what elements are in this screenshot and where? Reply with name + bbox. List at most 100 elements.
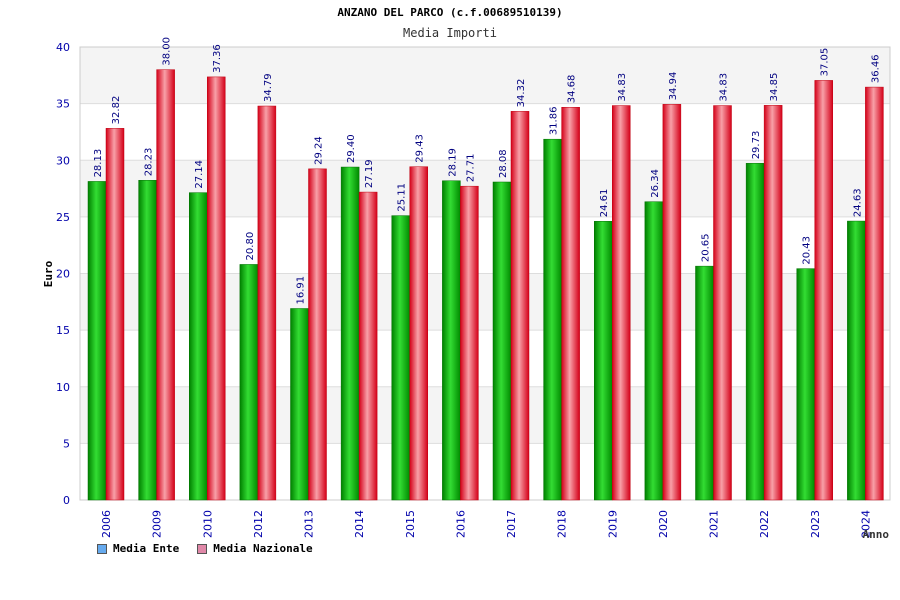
data-label: 27.14 (194, 160, 205, 189)
bar-media-nazionale (207, 76, 226, 501)
data-label: 27.19 (364, 159, 375, 188)
data-label: 20.80 (245, 232, 256, 261)
x-tick-label: 2020 (657, 510, 670, 538)
data-label: 27.71 (465, 154, 476, 183)
x-tick-label: 2018 (556, 510, 569, 538)
y-tick-label: 35 (56, 98, 70, 111)
data-label: 31.86 (549, 107, 560, 136)
y-tick-label: 30 (56, 154, 70, 167)
data-label: 34.79 (263, 73, 274, 102)
data-label: 28.08 (498, 149, 509, 178)
x-tick-label: 2012 (252, 510, 265, 538)
data-label: 34.83 (617, 73, 628, 102)
data-label: 28.19 (447, 148, 458, 177)
y-tick-label: 10 (56, 381, 70, 394)
x-tick-label: 2021 (708, 510, 721, 538)
x-tick-label: 2019 (606, 510, 619, 538)
bar-media-ente (442, 180, 461, 501)
bar-media-ente (189, 192, 208, 501)
data-label: 24.63 (852, 188, 863, 217)
data-label: 16.91 (296, 276, 307, 305)
x-tick-label: 2017 (505, 510, 518, 538)
data-label: 28.23 (144, 148, 155, 177)
bar-media-nazionale (763, 105, 783, 501)
y-axis-ticks: 0 5 10 15 20 25 30 35 40 (56, 41, 70, 507)
bar-media-ente (594, 221, 613, 501)
data-label: 34.32 (516, 79, 527, 108)
legend-label-media-nazionale: Media Nazionale (213, 542, 313, 555)
bar-media-ente (239, 264, 259, 501)
data-label: 28.13 (93, 149, 104, 178)
bar-media-ente (847, 220, 866, 501)
bar-media-nazionale (510, 111, 530, 501)
data-label: 26.34 (650, 169, 661, 198)
x-tick-label: 2006 (100, 510, 113, 538)
bar-media-ente (796, 268, 815, 501)
chart-title: ANZANO DEL PARCO (c.f.00689510139) (337, 6, 562, 19)
bar-media-nazionale (257, 105, 277, 501)
x-tick-label: 2023 (809, 510, 822, 538)
y-tick-label: 40 (56, 41, 70, 54)
x-tick-label: 2016 (454, 510, 467, 538)
x-axis-label: Anno (863, 528, 890, 541)
legend-item-media-nazionale: Media Nazionale (197, 542, 313, 555)
bar-media-nazionale (358, 191, 378, 501)
bar-media-nazionale (561, 106, 580, 501)
data-label: 29.40 (346, 134, 357, 163)
data-label: 24.61 (599, 189, 610, 218)
bar-media-ente (340, 166, 360, 501)
bar-media-ente (543, 138, 562, 501)
x-tick-label: 2022 (758, 510, 771, 538)
data-labels: 28.13 32.82 28.23 38.00 27.14 37.36 20.80 34.79… (93, 37, 881, 304)
data-label: 29.24 (314, 136, 325, 165)
y-tick-label: 5 (63, 437, 70, 450)
data-label: 34.83 (719, 73, 730, 102)
bar-media-nazionale (308, 168, 327, 501)
bar-media-ente (87, 181, 107, 501)
legend-label-media-ente: Media Ente (113, 542, 180, 555)
bar-media-nazionale (612, 105, 631, 501)
data-label: 29.43 (415, 134, 426, 163)
y-tick-label: 20 (56, 268, 70, 281)
data-label: 34.94 (668, 72, 679, 101)
data-label: 37.36 (212, 44, 223, 73)
chart-subtitle: Media Importi (403, 26, 497, 40)
x-tick-label: 2024 (859, 510, 872, 538)
y-tick-label: 0 (63, 494, 70, 507)
data-label: 29.73 (751, 131, 762, 160)
data-label: 34.68 (567, 75, 578, 104)
y-tick-label: 25 (56, 211, 70, 224)
y-axis-label: Euro (42, 260, 55, 287)
data-label: 36.46 (870, 54, 881, 83)
x-tick-label: 2010 (201, 510, 214, 538)
plot-frame (79, 46, 891, 501)
bar-media-nazionale (105, 128, 125, 501)
bar-media-nazionale (713, 105, 732, 501)
bar-media-ente (492, 181, 512, 501)
legend-swatch-media-ente (97, 543, 107, 554)
data-label: 20.43 (802, 236, 813, 265)
bar-media-ente (745, 163, 765, 501)
data-label: 38.00 (162, 37, 173, 66)
legend-swatch-media-nazionale (197, 543, 208, 554)
bar-media-nazionale (409, 166, 428, 501)
data-label: 37.05 (820, 48, 831, 77)
bar-media-nazionale (814, 80, 833, 501)
y-tick-label: 15 (56, 324, 70, 337)
data-label: 20.65 (701, 233, 712, 262)
x-tick-label: 2015 (404, 510, 417, 538)
bar-media-ente (695, 265, 714, 501)
bar-media-nazionale (865, 86, 884, 501)
x-axis-ticks: 2006 2009 2010 2012 2013 2014 2015 2016 2017 2018… (100, 510, 872, 538)
x-tick-label: 2014 (353, 510, 366, 538)
bar-media-ente (290, 308, 309, 501)
x-tick-label: 2013 (303, 510, 316, 538)
data-label: 34.85 (769, 73, 780, 102)
bar-media-ente (138, 180, 157, 501)
bar-media-nazionale (662, 104, 682, 501)
data-label: 32.82 (111, 96, 122, 125)
legend-item-media-ente: Media Ente (97, 542, 179, 555)
legend: Media Ente Media Nazionale (97, 542, 313, 555)
